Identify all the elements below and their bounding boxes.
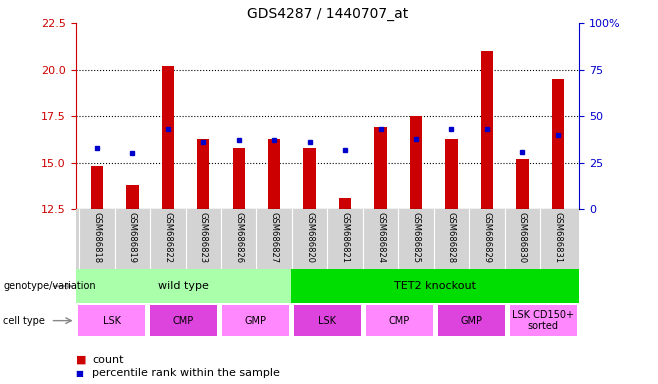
Bar: [516, 159, 528, 209]
Bar: [78, 305, 145, 336]
Text: GSM686822: GSM686822: [163, 212, 172, 263]
Bar: [374, 127, 387, 209]
Text: CMP: CMP: [389, 316, 410, 326]
Text: LSK: LSK: [318, 316, 336, 326]
Text: GMP: GMP: [244, 316, 266, 326]
Text: ■: ■: [76, 355, 86, 365]
Text: GSM686827: GSM686827: [270, 212, 279, 263]
Text: genotype/variation: genotype/variation: [3, 281, 96, 291]
Bar: [481, 51, 493, 209]
Bar: [303, 148, 316, 209]
Bar: [268, 139, 280, 209]
Text: GSM686819: GSM686819: [128, 212, 137, 263]
Bar: [551, 79, 564, 209]
Text: GSM686831: GSM686831: [553, 212, 563, 263]
Text: ■: ■: [76, 369, 84, 378]
Bar: [339, 198, 351, 209]
Bar: [294, 305, 361, 336]
Text: GSM686825: GSM686825: [411, 212, 420, 263]
Text: LSK CD150+
sorted: LSK CD150+ sorted: [512, 310, 574, 331]
Bar: [197, 139, 209, 209]
Text: TET2 knockout: TET2 knockout: [394, 281, 476, 291]
Text: GSM686829: GSM686829: [482, 212, 492, 263]
Bar: [91, 166, 103, 209]
Text: GSM686830: GSM686830: [518, 212, 527, 263]
Bar: [232, 148, 245, 209]
Text: percentile rank within the sample: percentile rank within the sample: [92, 368, 280, 379]
Bar: [126, 185, 139, 209]
Bar: [510, 305, 576, 336]
Text: cell type: cell type: [3, 316, 45, 326]
Bar: [150, 305, 217, 336]
Text: GSM686823: GSM686823: [199, 212, 208, 263]
Bar: [162, 66, 174, 209]
Bar: [222, 305, 289, 336]
Bar: [366, 305, 433, 336]
Text: GSM686824: GSM686824: [376, 212, 385, 263]
Text: GSM686828: GSM686828: [447, 212, 456, 263]
Text: GSM686820: GSM686820: [305, 212, 314, 263]
Text: wild type: wild type: [158, 281, 209, 291]
Bar: [76, 269, 291, 303]
Text: GMP: GMP: [460, 316, 482, 326]
Text: CMP: CMP: [173, 316, 194, 326]
Text: GSM686821: GSM686821: [341, 212, 349, 263]
Text: count: count: [92, 355, 124, 365]
Bar: [410, 116, 422, 209]
Bar: [291, 269, 579, 303]
Text: LSK: LSK: [103, 316, 120, 326]
Text: GSM686826: GSM686826: [234, 212, 243, 263]
Bar: [445, 139, 457, 209]
Title: GDS4287 / 1440707_at: GDS4287 / 1440707_at: [247, 7, 408, 21]
Text: GSM686818: GSM686818: [92, 212, 101, 263]
Bar: [438, 305, 505, 336]
